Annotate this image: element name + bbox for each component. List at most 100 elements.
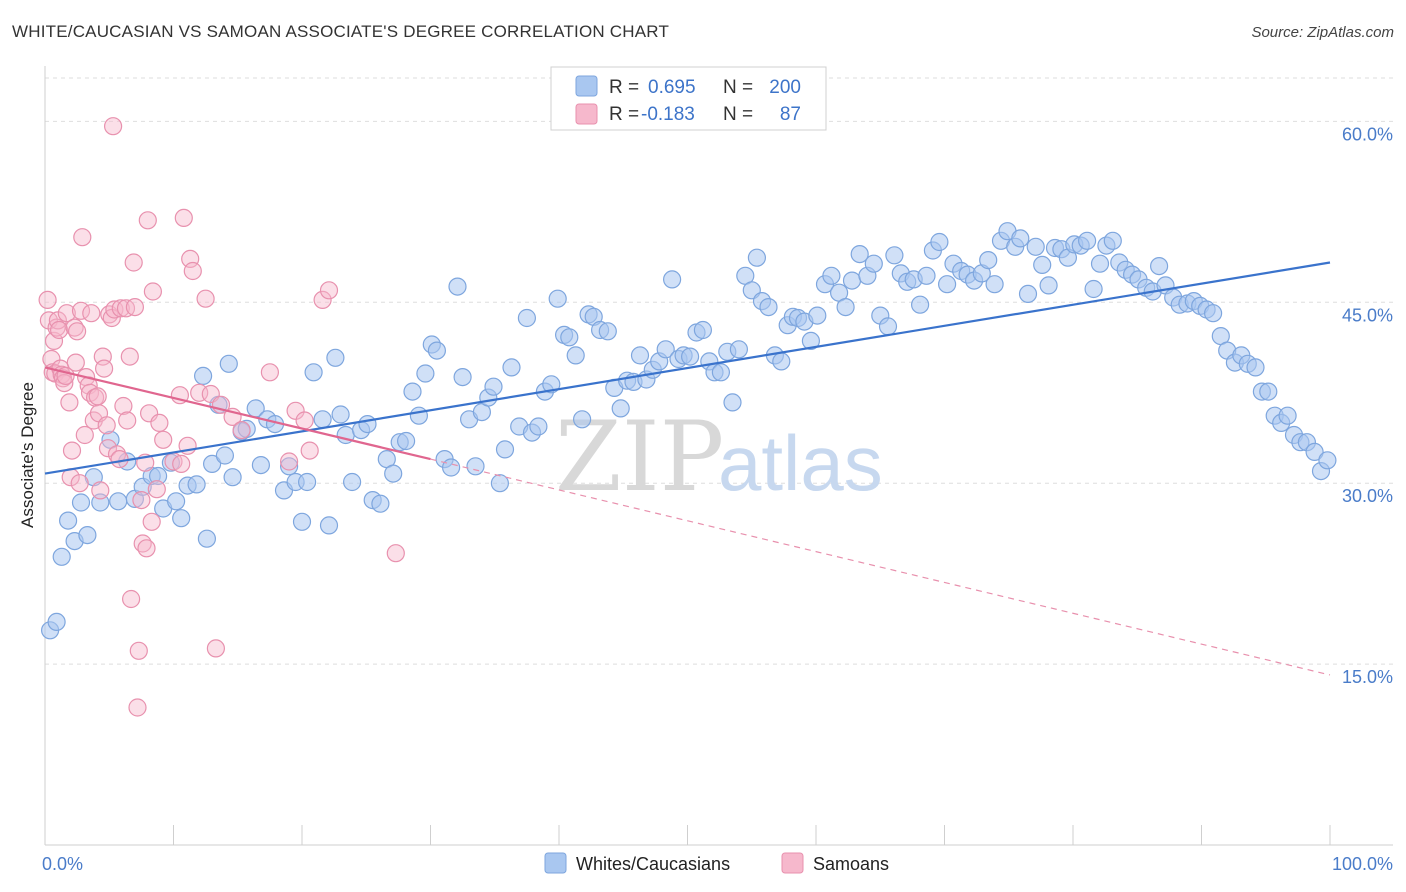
y-tick-label-1: 30.0% xyxy=(1342,486,1393,506)
whites-point xyxy=(937,275,957,294)
whites-point xyxy=(384,464,403,483)
whites-point xyxy=(149,466,168,486)
series-samoans-points xyxy=(38,117,405,717)
whites-point xyxy=(343,472,362,492)
samoans-point xyxy=(125,298,144,317)
whites-point xyxy=(1018,284,1038,303)
whites-point xyxy=(1011,229,1030,248)
whites-point xyxy=(1246,358,1265,377)
legend-n-label-samoans: N = xyxy=(723,104,753,125)
whites-point xyxy=(662,270,682,289)
whites-point xyxy=(1278,406,1297,425)
whites-point xyxy=(71,493,91,512)
x-tick-label-0: 0.0% xyxy=(42,854,83,874)
samoans-point xyxy=(47,318,66,337)
bottom-legend-label-whites: Whites/Caucasians xyxy=(576,854,730,874)
whites-point xyxy=(680,347,700,366)
whites-point xyxy=(187,475,206,494)
whites-point xyxy=(448,277,467,296)
whites-point xyxy=(292,512,312,531)
samoans-point xyxy=(313,290,332,309)
whites-point xyxy=(167,492,186,511)
whites-point xyxy=(1305,442,1324,461)
legend-r-label-samoans: R = xyxy=(609,104,639,125)
whites-point xyxy=(1039,276,1058,295)
samoans-point xyxy=(129,641,148,660)
legend-swatch-samoans xyxy=(575,103,598,125)
whites-point xyxy=(842,271,862,290)
whites-point xyxy=(219,354,238,373)
samoans-point xyxy=(38,290,57,309)
whites-point xyxy=(930,232,949,252)
whites-point xyxy=(1259,382,1278,401)
samoans-point xyxy=(111,299,130,318)
samoans-point xyxy=(91,481,110,500)
samoans-point xyxy=(49,320,69,340)
y-tick-label-2: 45.0% xyxy=(1342,305,1393,325)
samoans-point xyxy=(174,208,193,227)
trend-lines xyxy=(44,261,1331,676)
legend-r-value-samoans: -0.183 xyxy=(641,104,695,125)
samoans-point xyxy=(206,639,225,658)
samoans-point xyxy=(280,452,299,471)
trend-line-samoans xyxy=(44,366,431,461)
whites-point xyxy=(1103,231,1122,250)
whites-point xyxy=(910,295,930,314)
whites-point xyxy=(1090,254,1110,273)
y-axis-label: Associate's Degree xyxy=(18,382,37,528)
whites-point xyxy=(403,382,422,401)
whites-point xyxy=(484,377,503,396)
samoans-point xyxy=(260,363,279,382)
samoans-point xyxy=(67,322,87,341)
whites-point xyxy=(1033,255,1052,274)
samoans-point xyxy=(70,474,89,493)
whites-point xyxy=(917,266,936,285)
whites-point xyxy=(729,340,749,359)
whites-point xyxy=(1084,279,1103,299)
whites-point xyxy=(416,364,435,383)
axes xyxy=(44,66,1393,846)
whites-point xyxy=(172,509,191,528)
whites-point xyxy=(759,298,778,317)
chart-title: WHITE/CAUCASIAN VS SAMOAN ASSOCIATE'S DE… xyxy=(12,22,670,41)
trend-line-samoans-extension xyxy=(430,458,1331,676)
samoans-point xyxy=(88,387,107,406)
samoans-point xyxy=(137,539,156,558)
whites-point xyxy=(313,410,332,429)
whites-point xyxy=(495,440,515,459)
whites-point xyxy=(572,410,592,429)
samoans-point xyxy=(172,454,191,473)
whites-point xyxy=(630,346,650,365)
samoans-point xyxy=(62,441,82,460)
watermark: ZIP atlas xyxy=(555,401,883,513)
whites-point xyxy=(656,340,675,359)
bottom-legend: Whites/Caucasians Samoans xyxy=(544,852,889,874)
whites-point xyxy=(319,516,339,535)
samoans-point xyxy=(114,396,133,416)
samoans-point xyxy=(196,289,215,308)
bottom-legend-label-samoans: Samoans xyxy=(813,854,889,874)
samoans-point xyxy=(75,425,94,445)
samoans-point xyxy=(150,413,169,432)
whites-point xyxy=(1203,304,1223,323)
samoans-point xyxy=(120,347,139,366)
whites-point xyxy=(358,415,377,434)
whites-point xyxy=(979,251,998,270)
whites-point xyxy=(864,254,883,273)
samoans-point xyxy=(55,374,74,393)
samoans-point xyxy=(138,211,157,230)
whites-point xyxy=(466,457,485,476)
tick-labels: 15.0% 30.0% 45.0% 60.0% 0.0% 100.0% xyxy=(42,124,1393,874)
whites-point xyxy=(47,612,66,632)
whites-point xyxy=(1149,257,1169,276)
samoans-point xyxy=(132,491,151,510)
whites-point xyxy=(331,405,350,424)
whites-point xyxy=(836,298,855,317)
whites-point xyxy=(529,417,548,436)
samoans-point xyxy=(82,304,101,323)
whites-point xyxy=(542,375,561,394)
whites-point xyxy=(52,547,71,566)
whites-point xyxy=(1318,451,1337,470)
whites-point xyxy=(304,363,323,382)
whites-point xyxy=(251,456,270,475)
